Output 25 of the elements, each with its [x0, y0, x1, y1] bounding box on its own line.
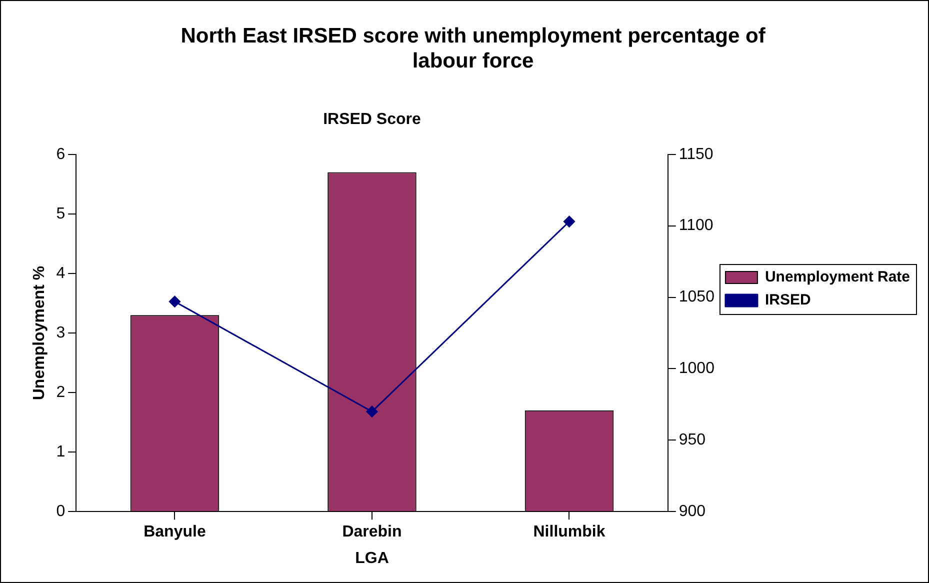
text: IRSED Score — [323, 110, 421, 128]
legend-label: Unemployment Rate — [764, 268, 910, 286]
y-tick-label: 2 — [56, 384, 66, 401]
chart-title: North East IRSED score with unemployment percentage of labour force — [180, 24, 766, 73]
y-tick-label: 5 — [56, 205, 66, 222]
y2-tick-label: 1150 — [678, 146, 714, 163]
x-axis-title: LGA — [355, 550, 390, 567]
y-tick-label: 1 — [56, 443, 66, 460]
x-tick-label: Nillumbik — [533, 524, 606, 541]
y-tick-label: 6 — [56, 146, 66, 163]
y2-tick-label: 1000 — [678, 360, 715, 378]
y-axis-title: Unemployment % — [31, 266, 48, 400]
y2-tick-label: 900 — [678, 503, 706, 520]
x-tick-label: Banyule — [144, 524, 206, 541]
y2-tick-label: 1050 — [678, 288, 715, 306]
x-tick-label: Darebin — [342, 524, 402, 541]
y-tick-label: 0 — [56, 503, 66, 520]
y-tick-label: 3 — [56, 324, 66, 342]
y2-tick-label: 1100 — [678, 217, 714, 234]
y2-tick-label: 950 — [678, 432, 706, 449]
point — [168, 296, 180, 308]
point — [564, 216, 575, 228]
legend-label: IRSED — [764, 292, 811, 309]
point — [366, 406, 378, 418]
y-tick-label: 4 — [56, 264, 66, 282]
